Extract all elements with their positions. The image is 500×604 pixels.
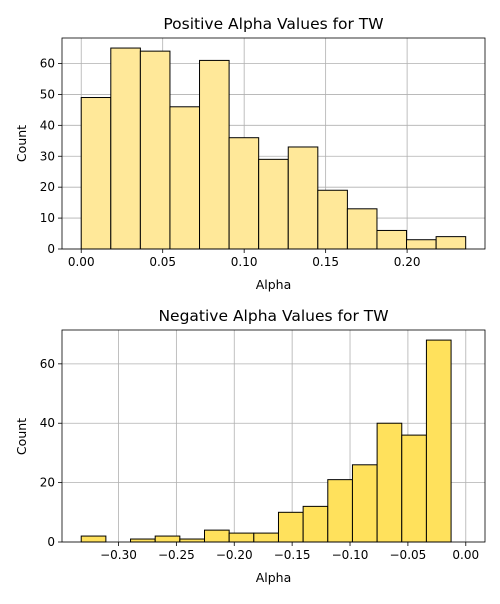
y-tick-label: 20 [40, 476, 55, 490]
histogram-bar [169, 106, 201, 250]
x-tick-label: 0.05 [149, 255, 176, 269]
y-tick-label: 50 [40, 87, 55, 101]
y-axis-label: Count [14, 418, 29, 455]
histogram-bar [406, 239, 437, 250]
histogram-bar [199, 59, 230, 250]
histogram-bar [253, 532, 279, 543]
histogram-bar [287, 146, 319, 250]
x-tick-label: 0.15 [312, 255, 339, 269]
x-axis-label: Alpha [256, 570, 292, 585]
histogram-bar [258, 158, 289, 250]
negative-alpha-histogram: Negative Alpha Values for TW Alpha Count… [14, 307, 486, 585]
axes-frame [61, 329, 486, 543]
x-tick-label: −0.10 [332, 548, 369, 562]
histogram-bar [351, 464, 378, 543]
histogram-bar [154, 535, 181, 543]
x-tick-label: −0.25 [158, 548, 195, 562]
histogram-bar [228, 532, 255, 543]
x-tick-label: 0.20 [394, 255, 421, 269]
histogram-bar [401, 434, 427, 543]
y-tick-label: 60 [40, 357, 55, 371]
histogram-bar [80, 97, 112, 250]
plot-title: Positive Alpha Values for TW [163, 15, 383, 33]
histogram-bar [425, 339, 452, 543]
histogram-bar [346, 208, 378, 250]
x-tick-label: 0.00 [68, 255, 95, 269]
y-tick-label: 40 [40, 118, 55, 132]
x-tick-label: −0.20 [216, 548, 253, 562]
plot-title: Negative Alpha Values for TW [158, 307, 388, 325]
y-tick-label: 30 [40, 149, 55, 163]
axes-frame [61, 37, 486, 250]
positive-alpha-histogram: Positive Alpha Values for TW Alpha Count… [14, 15, 486, 292]
histogram-bar [228, 137, 260, 250]
x-tick-label: 0.00 [452, 548, 479, 562]
histogram-bar [110, 47, 141, 250]
histogram-bar [376, 229, 408, 250]
histogram-bar [376, 422, 403, 543]
histogram-bar [317, 189, 348, 250]
y-tick-label: 0 [47, 535, 55, 549]
histogram-bar [204, 529, 230, 543]
y-tick-label: 40 [40, 416, 55, 430]
y-tick-label: 0 [47, 242, 55, 256]
y-tick-label: 60 [40, 57, 55, 71]
x-axis-label: Alpha [256, 277, 292, 292]
histogram-bar [277, 511, 304, 543]
histogram-bar [179, 538, 206, 543]
x-tick-label: −0.30 [100, 548, 137, 562]
histogram-bar [80, 535, 107, 543]
histogram-bar [302, 505, 329, 543]
histogram-bar [327, 479, 353, 543]
x-tick-label: −0.15 [274, 548, 311, 562]
histogram-bar [130, 538, 156, 543]
x-tick-label: −0.05 [390, 548, 427, 562]
y-tick-label: 20 [40, 180, 55, 194]
histogram-bar [139, 50, 171, 250]
x-tick-label: 0.10 [231, 255, 258, 269]
histogram-bar [435, 236, 467, 250]
y-axis-label: Count [14, 125, 29, 162]
y-tick-label: 10 [40, 211, 55, 225]
